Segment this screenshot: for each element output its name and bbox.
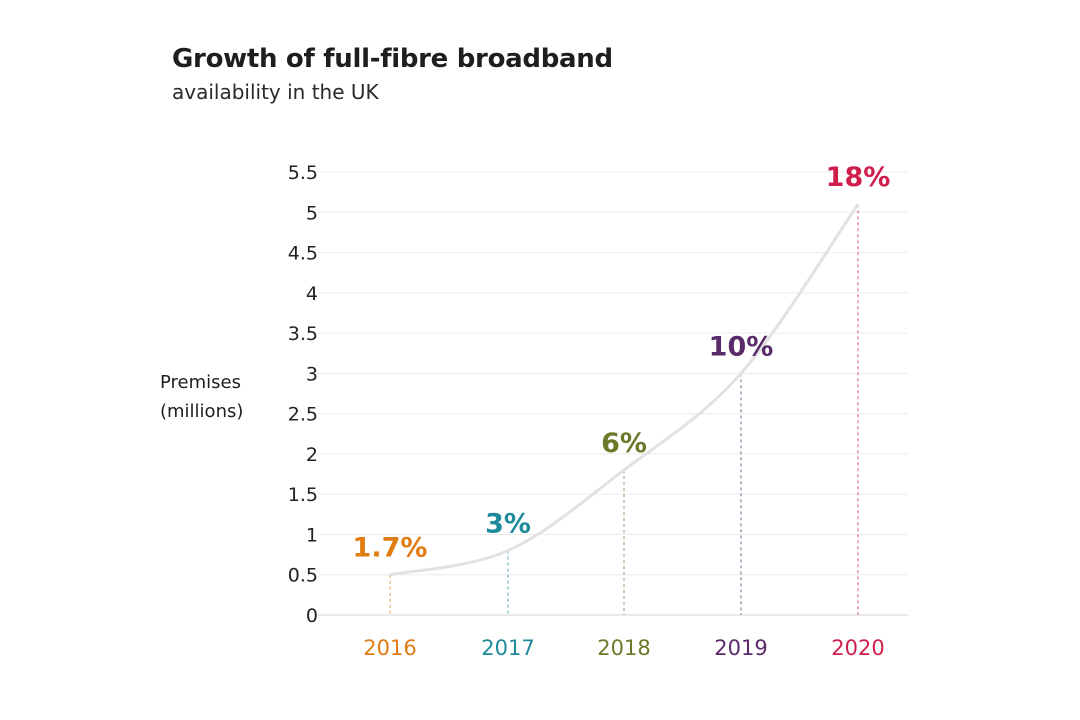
data-label: 1.7% (353, 533, 428, 564)
data-labels: 1.7% 3% 6% 10% 18% (353, 162, 891, 564)
x-category-label: 2020 (831, 636, 884, 660)
y-tick-label: 3 (306, 363, 318, 385)
y-axis-label-line-2: (millions) (160, 401, 244, 422)
y-axis-label: Premises (millions) (160, 368, 280, 426)
x-axis-categories: 2016 2017 2018 2019 2020 (363, 636, 884, 660)
y-tick-label: 3.5 (288, 323, 318, 345)
data-label: 18% (826, 162, 891, 193)
y-tick-label: 1.5 (288, 484, 318, 506)
x-category-label: 2016 (363, 636, 416, 660)
y-axis-ticks: 0 0.5 1 1.5 2 2.5 3 3.5 4 4.5 5 5.5 (288, 162, 318, 627)
gridlines (318, 171, 908, 616)
x-category-label: 2019 (714, 636, 767, 660)
y-tick-label: 0 (306, 605, 318, 627)
series-line (389, 203, 860, 577)
y-tick-label: 5 (306, 202, 318, 224)
chart-subtitle: availability in the UK (172, 80, 379, 104)
y-tick-label: 1 (306, 524, 318, 546)
data-label: 6% (601, 428, 647, 459)
x-category-label: 2017 (481, 636, 534, 660)
y-tick-label: 5.5 (288, 162, 318, 184)
chart-title: Growth of full-fibre broadband (172, 44, 613, 74)
y-tick-label: 0.5 (288, 565, 318, 587)
y-axis-label-line-1: Premises (160, 372, 241, 393)
data-label: 3% (485, 509, 531, 540)
y-tick-label: 4 (306, 283, 318, 305)
data-label: 10% (709, 331, 774, 362)
y-tick-label: 4.5 (288, 243, 318, 265)
x-category-label: 2018 (597, 636, 650, 660)
y-tick-label: 2.5 (288, 404, 318, 426)
drop-lines (389, 204, 859, 615)
y-tick-label: 2 (306, 444, 318, 466)
